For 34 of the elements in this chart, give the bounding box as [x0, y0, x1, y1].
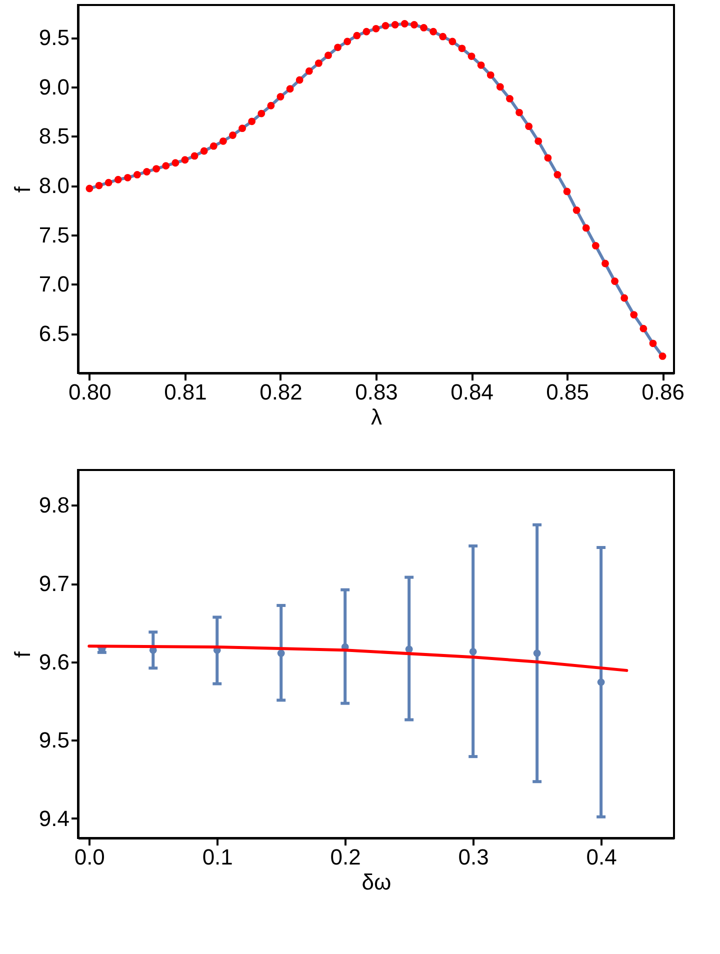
- x-tick-label: 0.85: [546, 380, 589, 404]
- x-tick-label: 0.4: [586, 844, 617, 870]
- y-tick-label: 8.0: [38, 173, 70, 198]
- x-tick-label: 0.82: [260, 380, 302, 404]
- point: [469, 648, 477, 656]
- x-tick-label: 0.2: [330, 844, 361, 870]
- x-axis-title: δω: [362, 870, 392, 894]
- y-tick-label: 9.4: [38, 806, 70, 831]
- x-tick-label: 0.84: [450, 380, 494, 404]
- y-tick-label: 9.5: [38, 728, 70, 753]
- y-tick-label: 7.5: [38, 222, 70, 248]
- y-tick-label: 9.0: [38, 74, 70, 100]
- y-tick-label: 9.6: [38, 649, 70, 674]
- line-series: [88, 644, 628, 672]
- x-tick-label: 0.81: [164, 380, 207, 404]
- point: [597, 678, 605, 686]
- y-axis-title: f: [10, 186, 35, 193]
- y-tick-label: 6.5: [38, 321, 70, 346]
- point: [405, 646, 413, 654]
- x-tick-label: 0.1: [202, 844, 233, 870]
- x-axis-title: λ: [371, 404, 382, 430]
- x-tick-label: 0.80: [68, 380, 112, 404]
- y-tick-label: 9.7: [38, 571, 70, 596]
- point: [277, 650, 285, 657]
- y-tick-label: 7.0: [38, 272, 70, 297]
- x-tick-label: 0.0: [74, 844, 105, 870]
- y-tick-label: 9.8: [38, 492, 70, 518]
- y-tick-label: 9.5: [38, 25, 70, 50]
- x-tick-label: 0.83: [355, 380, 398, 404]
- point: [533, 650, 541, 657]
- x-tick-label: 0.86: [642, 380, 684, 404]
- y-tick-label: 8.5: [38, 124, 70, 149]
- y-axis-title: f: [10, 650, 35, 658]
- x-tick-label: 0.3: [458, 844, 489, 870]
